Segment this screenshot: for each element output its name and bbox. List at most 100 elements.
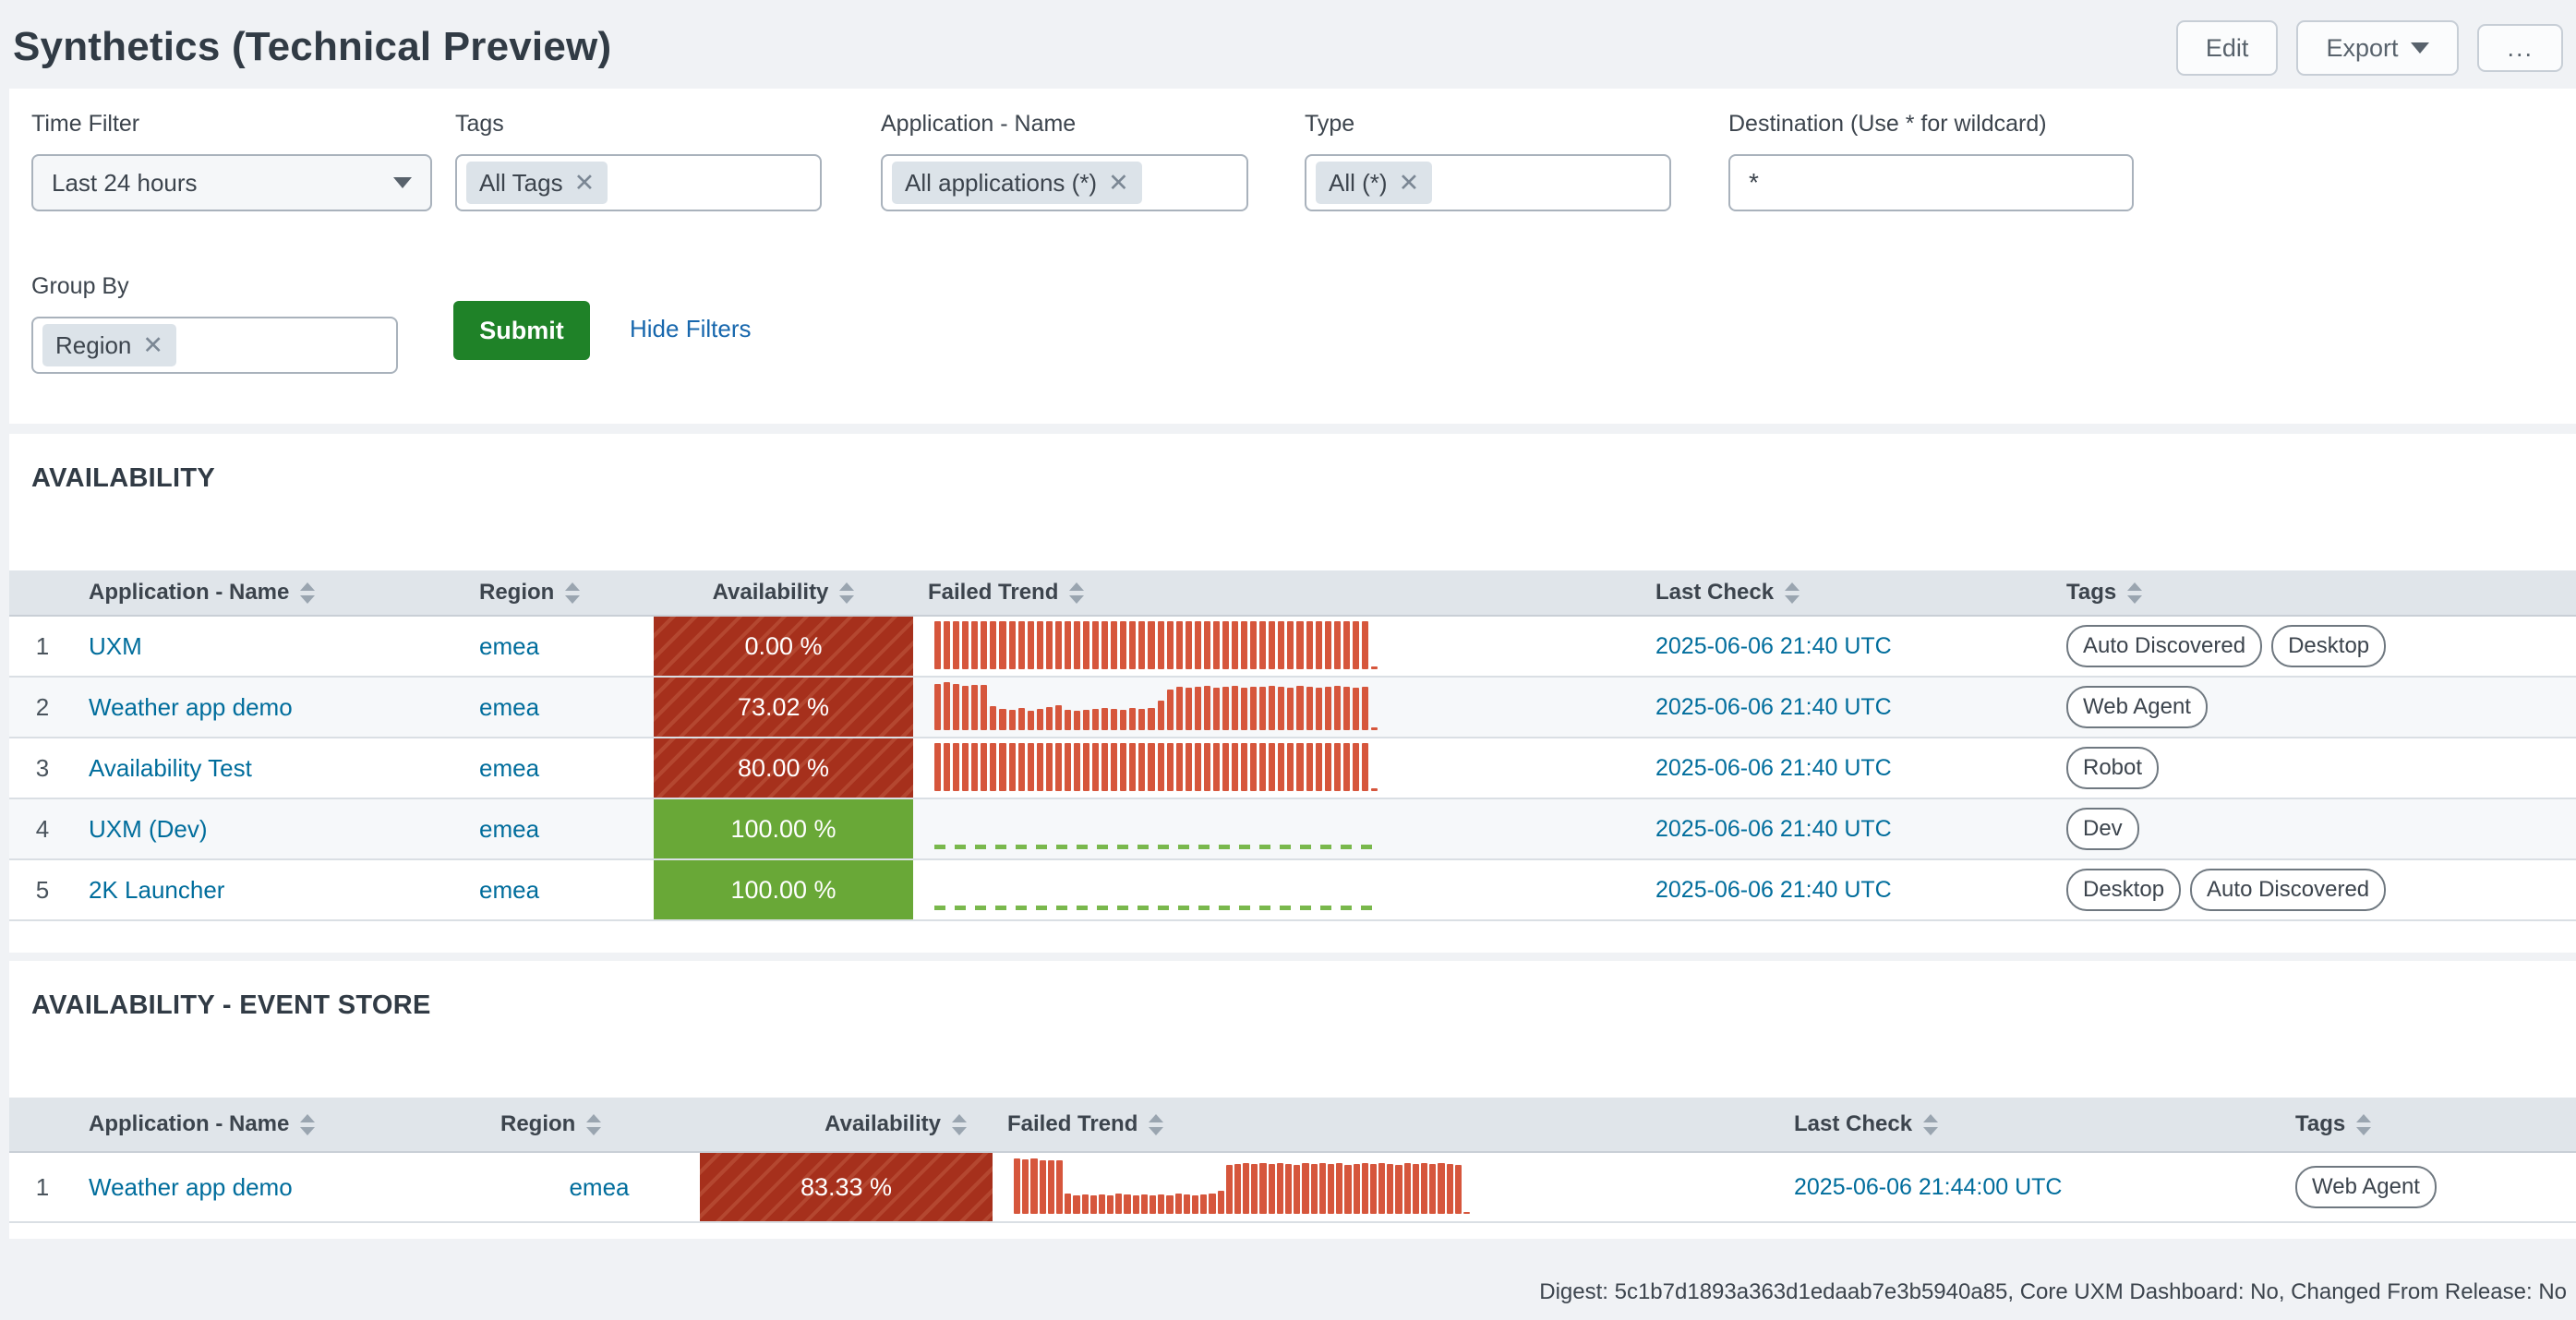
region-link[interactable]: emea	[569, 1172, 630, 1201]
last-check-link[interactable]: 2025-06-06 21:40 UTC	[1655, 815, 1892, 842]
type-filter-input[interactable]: All (*) ✕	[1305, 154, 1671, 211]
app-name-link[interactable]: Availability Test	[89, 753, 252, 782]
time-filter-value: Last 24 hours	[52, 168, 198, 197]
sparkline-bar	[953, 743, 960, 791]
time-filter-dropdown[interactable]: Last 24 hours	[31, 154, 432, 211]
remove-chip-icon[interactable]: ✕	[142, 330, 164, 359]
column-header-tags[interactable]: Tags	[2059, 580, 2576, 606]
sort-icon[interactable]	[586, 1113, 602, 1135]
sparkline-bar	[1241, 688, 1248, 730]
sparkline-bar	[999, 708, 1006, 730]
failed-trend-zero-line	[934, 845, 1378, 849]
sparkline-bar	[1259, 686, 1267, 730]
availability-cell: 73.02 %	[654, 678, 913, 737]
last-check-link[interactable]: 2025-06-06 21:44:00 UTC	[1794, 1173, 2063, 1200]
sparkline-bar	[1342, 621, 1350, 669]
remove-chip-icon[interactable]: ✕	[1108, 168, 1129, 197]
sort-down-icon	[2356, 1126, 2372, 1135]
column-header-app[interactable]: Application - Name	[76, 1111, 499, 1137]
sort-down-icon	[1069, 594, 1085, 604]
sparkline-bar	[1138, 743, 1146, 791]
sort-icon[interactable]	[839, 582, 855, 604]
app-name-cell: Weather app demo	[76, 1153, 499, 1221]
table-row: 5 2K Launcher emea 100.00 % 2025-06-06 21:40…	[9, 860, 2576, 921]
column-header-avail[interactable]: Availability	[654, 580, 913, 606]
column-header-last[interactable]: Last Check	[1643, 580, 2059, 606]
failed-trend-sparkline	[934, 743, 1378, 791]
app-name-link[interactable]: Weather app demo	[89, 692, 293, 721]
application-filter-input[interactable]: All applications (*) ✕	[881, 154, 1248, 211]
sort-icon[interactable]	[2127, 582, 2143, 604]
sort-icon[interactable]	[1785, 582, 1800, 604]
hide-filters-link[interactable]: Hide Filters	[630, 315, 752, 342]
destination-filter-input[interactable]: *	[1728, 154, 2134, 211]
column-header-app[interactable]: Application - Name	[76, 580, 475, 606]
app-name-link[interactable]: Weather app demo	[89, 1172, 293, 1201]
sparkline-bar	[1132, 1194, 1139, 1214]
submit-button[interactable]: Submit	[453, 301, 590, 360]
table-row: 4 UXM (Dev) emea 100.00 % 2025-06-06 21:40 U…	[9, 799, 2576, 860]
app-name-link[interactable]: UXM (Dev)	[89, 814, 208, 843]
app-name-cell: Weather app demo	[76, 678, 475, 737]
region-link[interactable]: emea	[479, 631, 540, 660]
group-by-filter-group: Group By Region ✕	[31, 273, 398, 374]
group-by-chip[interactable]: Region ✕	[42, 324, 177, 366]
failed-trend-cell	[913, 799, 1643, 858]
last-check-cell: 2025-06-06 21:44:00 UTC	[1782, 1153, 2281, 1221]
sort-icon[interactable]	[300, 582, 316, 604]
sparkline-bar	[1212, 688, 1220, 730]
app-name-link[interactable]: UXM	[89, 631, 142, 660]
export-button[interactable]: Export	[2296, 20, 2460, 76]
sparkline-bar	[1324, 743, 1331, 791]
sparkline-bar	[1092, 743, 1100, 791]
availability-value: 100.00 %	[730, 875, 837, 904]
sort-icon[interactable]	[1923, 1113, 1939, 1135]
application-filter-chip-label: All applications (*)	[905, 168, 1098, 197]
region-link[interactable]: emea	[479, 753, 540, 782]
sparkline-bar	[1138, 621, 1146, 669]
sort-icon[interactable]	[1069, 582, 1085, 604]
remove-chip-icon[interactable]: ✕	[573, 168, 596, 197]
application-filter-chip[interactable]: All applications (*) ✕	[892, 162, 1142, 204]
sparkline-bar	[1315, 621, 1322, 669]
sort-icon[interactable]	[565, 582, 581, 604]
tags-filter-input[interactable]: All Tags ✕	[455, 154, 822, 211]
group-by-input[interactable]: Region ✕	[31, 317, 398, 374]
column-header-region[interactable]: Region	[499, 1111, 700, 1137]
sort-icon[interactable]	[952, 1113, 967, 1135]
row-number: 5	[35, 875, 50, 904]
sparkline-bar	[1232, 743, 1239, 791]
type-filter-chip[interactable]: All (*) ✕	[1316, 162, 1433, 204]
sparkline-bar	[971, 743, 979, 791]
region-link[interactable]: emea	[479, 875, 540, 904]
sort-icon[interactable]	[2356, 1113, 2372, 1135]
column-header-tags[interactable]: Tags	[2281, 1111, 2576, 1137]
region-cell: emea	[499, 1153, 700, 1221]
sort-icon[interactable]	[300, 1113, 316, 1135]
sort-icon[interactable]	[1149, 1113, 1164, 1135]
sparkline-bar	[1446, 1164, 1453, 1214]
region-link[interactable]: emea	[479, 814, 540, 843]
app-name-link[interactable]: 2K Launcher	[89, 875, 225, 904]
sparkline-bar	[1306, 687, 1313, 730]
sparkline-bar	[1101, 743, 1109, 791]
column-header-region[interactable]: Region	[475, 580, 654, 606]
destination-filter-value: *	[1749, 168, 1759, 197]
column-header-trend[interactable]: Failed Trend	[993, 1111, 1782, 1137]
edit-button[interactable]: Edit	[2175, 20, 2279, 76]
more-actions-button[interactable]: ...	[2477, 24, 2563, 72]
destination-filter-group: Destination (Use * for wildcard) *	[1728, 111, 2134, 211]
region-link[interactable]: emea	[479, 692, 540, 721]
sparkline-bar	[1344, 1164, 1352, 1214]
column-header-last[interactable]: Last Check	[1782, 1111, 2281, 1137]
column-header-avail[interactable]: Availability	[700, 1111, 993, 1137]
last-check-link[interactable]: 2025-06-06 21:40 UTC	[1655, 754, 1892, 781]
remove-chip-icon[interactable]: ✕	[1398, 168, 1420, 197]
tags-filter-chip[interactable]: All Tags ✕	[466, 162, 608, 204]
column-header-trend[interactable]: Failed Trend	[913, 580, 1643, 606]
table-row: 2 Weather app demo emea 73.02 % 2025-06-06 2…	[9, 678, 2576, 738]
last-check-link[interactable]: 2025-06-06 21:40 UTC	[1655, 876, 1892, 903]
sparkline-bar	[1022, 1159, 1029, 1214]
last-check-link[interactable]: 2025-06-06 21:40 UTC	[1655, 693, 1892, 720]
last-check-link[interactable]: 2025-06-06 21:40 UTC	[1655, 632, 1892, 659]
